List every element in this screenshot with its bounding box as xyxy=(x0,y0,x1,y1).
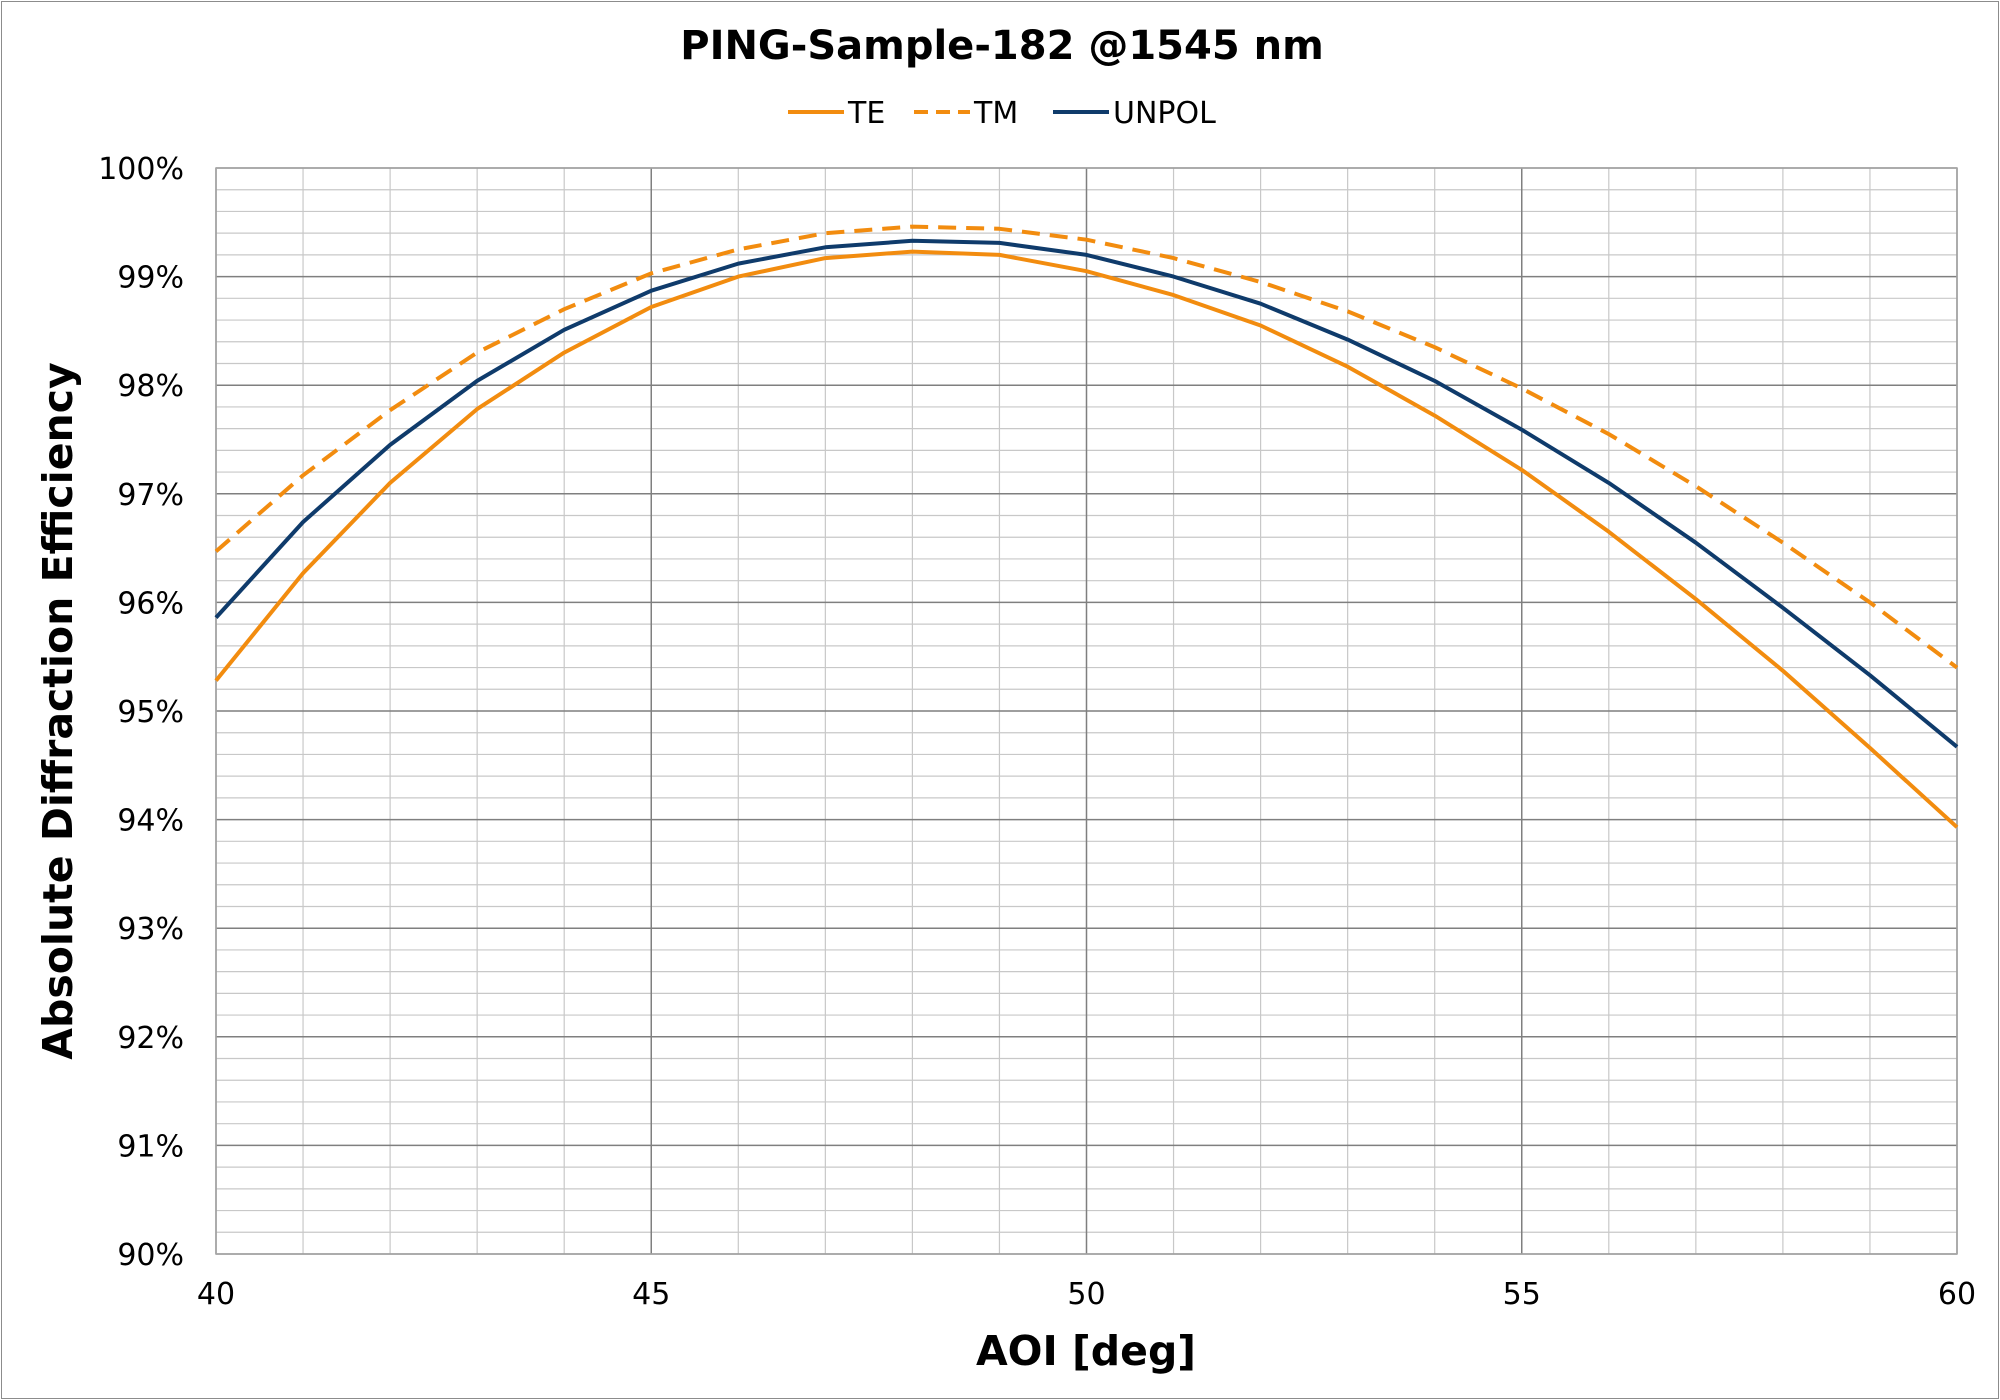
series-layer xyxy=(214,224,1959,829)
y-tick-label: 99% xyxy=(117,261,184,296)
legend-label-unpol: UNPOL xyxy=(1113,96,1216,131)
y-tick-label: 97% xyxy=(117,478,184,513)
y-tick-label: 94% xyxy=(117,804,184,839)
x-tick-label: 50 xyxy=(1067,1277,1105,1312)
x-tick-label: 60 xyxy=(1938,1277,1976,1312)
y-axis-tick-labels: 90% 91% 92% 93% 94% 95% 96% 97% 98% 99% 100% xyxy=(98,152,184,1273)
plot-area xyxy=(215,167,1958,1255)
y-tick-label: 100% xyxy=(98,152,184,187)
x-axis-tick-labels: 40 45 50 55 60 xyxy=(197,1277,1976,1312)
x-tick-label: 55 xyxy=(1503,1277,1541,1312)
legend-label-te: TE xyxy=(847,96,885,131)
x-tick-label: 40 xyxy=(197,1277,235,1312)
chart-title: PING-Sample-182 @1545 nm xyxy=(680,23,1324,69)
y-tick-label: 90% xyxy=(117,1238,184,1273)
series-line-unpol xyxy=(214,238,1959,749)
legend-label-tm: TM xyxy=(973,96,1018,131)
y-tick-label: 98% xyxy=(117,369,184,404)
y-tick-label: 95% xyxy=(117,695,184,730)
y-tick-label: 92% xyxy=(117,1021,184,1056)
x-axis-title: AOI [deg] xyxy=(976,1327,1196,1375)
series-line-tm xyxy=(214,224,1959,670)
x-tick-label: 45 xyxy=(632,1277,670,1312)
legend: TE TM UNPOL xyxy=(788,96,1216,131)
y-axis-title: Absolute Diffraction Efficiency xyxy=(34,362,82,1059)
y-tick-label: 91% xyxy=(117,1129,184,1164)
y-tick-label: 93% xyxy=(117,912,184,947)
series-line-te xyxy=(214,249,1959,829)
y-tick-label: 96% xyxy=(117,586,184,621)
